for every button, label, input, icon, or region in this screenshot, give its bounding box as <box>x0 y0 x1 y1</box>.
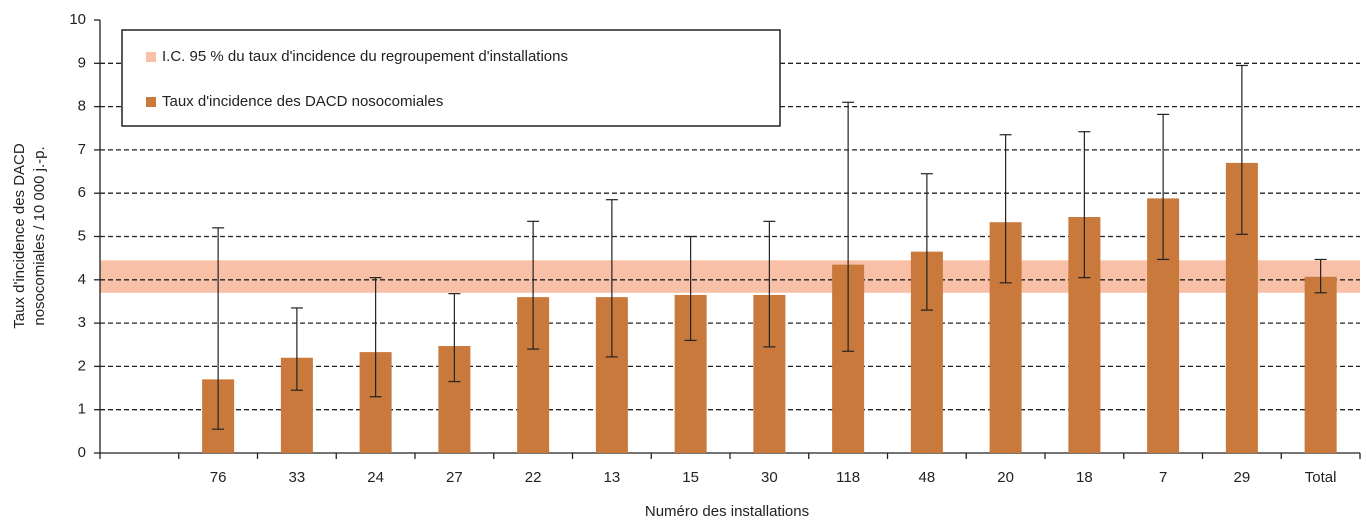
x-tick-label: 7 <box>1159 469 1167 486</box>
y-tick-label: 9 <box>78 54 86 71</box>
x-tick-label: Total <box>1305 469 1337 486</box>
x-tick-label: 27 <box>446 469 463 486</box>
x-tick-label: 30 <box>761 469 778 486</box>
y-tick-label: 1 <box>78 401 86 418</box>
x-tick-label: 20 <box>997 469 1014 486</box>
legend-label: I.C. 95 % du taux d'incidence du regroup… <box>162 48 568 65</box>
legend-swatch <box>146 52 156 62</box>
y-axis-label: nosocomiales / 10 000 j.-p. <box>31 146 48 325</box>
x-tick-label: 29 <box>1234 469 1251 486</box>
y-tick-label: 2 <box>78 357 86 374</box>
y-tick-label: 7 <box>78 141 86 158</box>
x-tick-label: 48 <box>919 469 936 486</box>
y-tick-label: 10 <box>69 11 86 28</box>
x-axis-label: Numéro des installations <box>645 503 809 520</box>
y-tick-label: 0 <box>78 444 86 461</box>
y-tick-label: 4 <box>78 271 86 288</box>
y-tick-label: 6 <box>78 184 86 201</box>
x-tick-label: 76 <box>210 469 227 486</box>
legend: I.C. 95 % du taux d'incidence du regroup… <box>121 29 781 127</box>
x-tick-label: 118 <box>836 469 860 486</box>
legend-swatch <box>146 97 156 107</box>
x-tick-label: 13 <box>604 469 621 486</box>
x-tick-label: 15 <box>682 469 699 486</box>
x-tick-label: 18 <box>1076 469 1093 486</box>
y-tick-label: 8 <box>78 98 86 115</box>
bar <box>1304 276 1337 453</box>
x-tick-label: 33 <box>289 469 306 486</box>
y-tick-label: 3 <box>78 314 86 331</box>
y-axis-label: Taux d'incidence des DACD <box>11 143 28 329</box>
y-tick-label: 5 <box>78 227 86 244</box>
legend-box <box>121 29 781 127</box>
legend-label: Taux d'incidence des DACD nosocomiales <box>162 93 443 110</box>
x-tick-label: 24 <box>367 469 384 486</box>
x-tick-label: 22 <box>525 469 542 486</box>
